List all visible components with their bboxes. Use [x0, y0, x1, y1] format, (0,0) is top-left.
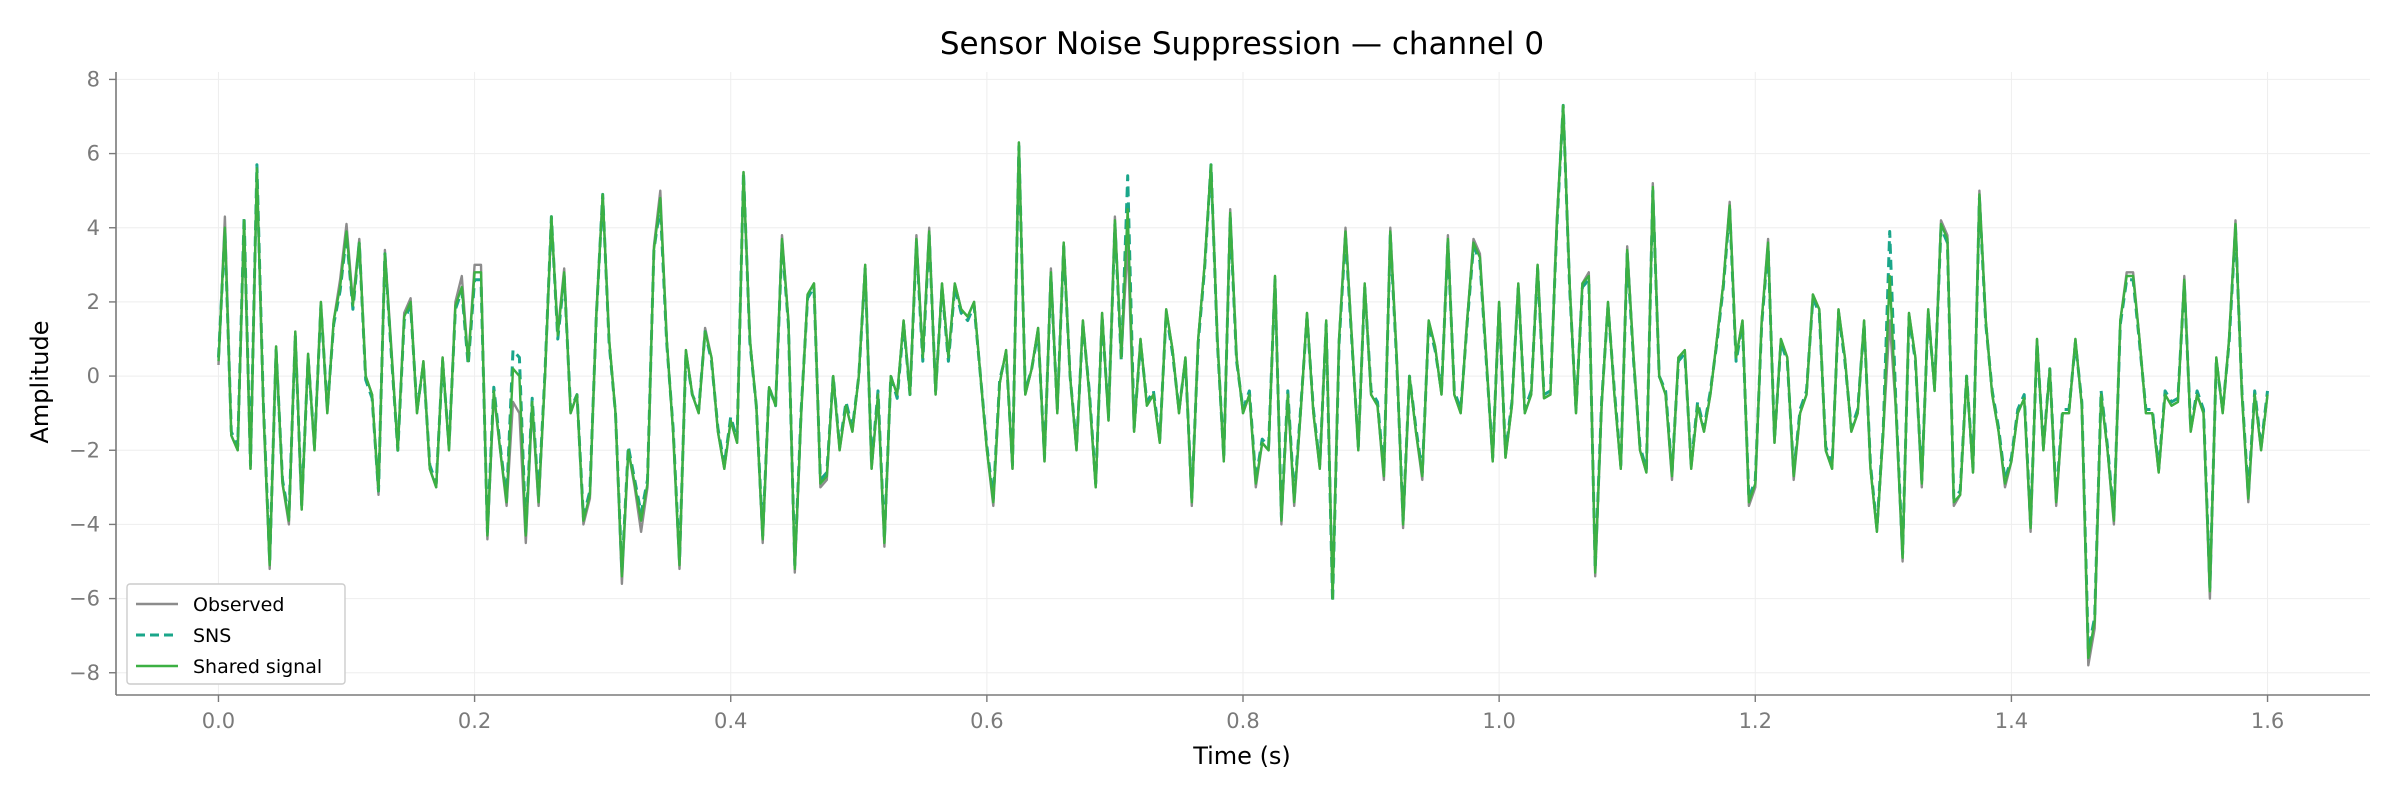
- x-tick-label: 1.6: [2251, 709, 2284, 733]
- x-tick-label: 0.0: [202, 709, 235, 733]
- legend-box: [126, 583, 346, 685]
- x-tick-label: 1.2: [1739, 709, 1772, 733]
- y-tick-label: 4: [87, 216, 100, 240]
- legend-label: Observed: [193, 594, 284, 616]
- axes: 0.0 0.2 0.4 0.6 0.8 1.0 1.2 1.4 1.6 −8 −6 −4 −2 0 2 4 6 8: [69, 67, 2370, 733]
- x-tick-label: 1.4: [1995, 709, 2028, 733]
- x-axis-label: Time (s): [1192, 742, 1291, 770]
- grid: [116, 72, 2370, 695]
- y-tick-label: 6: [87, 142, 100, 166]
- legend-label: SNS: [193, 625, 231, 647]
- y-tick-label: −4: [69, 512, 100, 536]
- legend: Observed SNS Shared signal: [126, 583, 346, 685]
- y-tick-label: 0: [87, 364, 100, 388]
- y-tick-label: −6: [69, 587, 100, 611]
- y-tick-label: −2: [69, 438, 100, 462]
- y-axis-label: Amplitude: [26, 321, 54, 444]
- y-tick-label: −8: [69, 661, 100, 685]
- y-tick-label: 8: [87, 67, 100, 91]
- x-tick-label: 1.0: [1482, 709, 1515, 733]
- x-tick-label: 0.8: [1226, 709, 1259, 733]
- series-line-shared-signal: [217, 104, 2269, 660]
- legend-label: Shared signal: [193, 656, 322, 678]
- x-tick-label: 0.4: [714, 709, 747, 733]
- x-tick-label: 0.6: [970, 709, 1003, 733]
- x-tick-label: 0.2: [458, 709, 491, 733]
- chart-title: Sensor Noise Suppression — channel 0: [940, 26, 1544, 62]
- y-tick-label: 2: [87, 290, 100, 314]
- plot-area: [217, 103, 2269, 667]
